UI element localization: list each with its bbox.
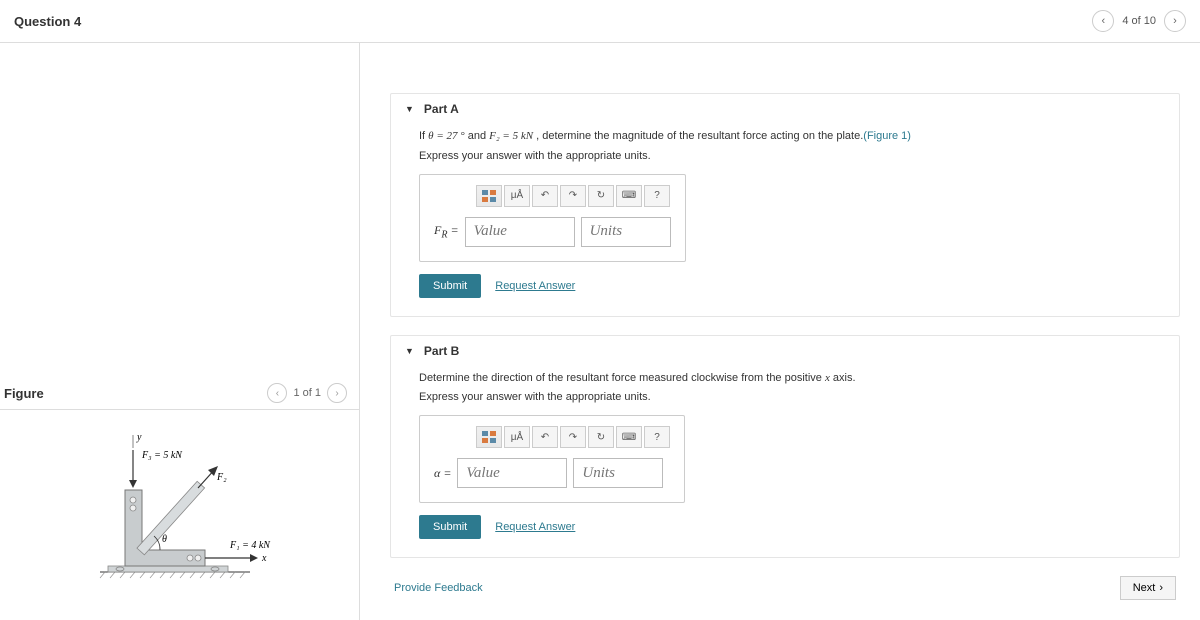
part-a-prompt: If θ = 27 ° and F₂ = 5 kN , determine th…: [419, 128, 1151, 146]
figure-nav: ‹ 1 of 1 ›: [267, 383, 347, 403]
svg-text:F₃ = 5 kN: F₃ = 5 kN: [141, 450, 183, 461]
figure-diagram: F₃ = 5 kN F₂ F₁ = 4 kN θ x y: [0, 430, 359, 593]
part-a-toolbar: μÅ ↶ ↷ ↻ ⌨ ?: [476, 185, 671, 207]
question-nav: ‹ 4 of 10 ›: [1092, 10, 1186, 32]
part-a-input-box: μÅ ↶ ↷ ↻ ⌨ ? FR =: [419, 174, 686, 262]
question-title: Question 4: [14, 14, 81, 29]
figure-title: Figure: [4, 386, 44, 401]
chevron-right-icon: ›: [1159, 582, 1163, 594]
help-button[interactable]: ?: [644, 185, 670, 207]
templates-button[interactable]: [476, 426, 502, 448]
part-b-section: ▼ Part B Determine the direction of the …: [390, 335, 1180, 559]
next-button[interactable]: Next ›: [1120, 576, 1176, 600]
keyboard-button[interactable]: ⌨: [616, 185, 642, 207]
part-b-submit-button[interactable]: Submit: [419, 515, 481, 539]
part-b-units-input[interactable]: [573, 458, 663, 488]
part-a-subprompt: Express your answer with the appropriate…: [419, 150, 1151, 162]
keyboard-button[interactable]: ⌨: [616, 426, 642, 448]
part-a-request-answer-link[interactable]: Request Answer: [495, 280, 575, 292]
content-panel: ▼ Part A If θ = 27 ° and F₂ = 5 kN , det…: [360, 43, 1200, 620]
reset-button[interactable]: ↻: [588, 426, 614, 448]
caret-down-icon: ▼: [405, 104, 414, 114]
caret-down-icon: ▼: [405, 346, 414, 356]
part-b-prompt: Determine the direction of the resultant…: [419, 370, 1151, 388]
redo-button[interactable]: ↷: [560, 426, 586, 448]
part-b-toolbar: μÅ ↶ ↷ ↻ ⌨ ?: [476, 426, 670, 448]
units-button[interactable]: μÅ: [504, 185, 530, 207]
part-b-header[interactable]: ▼ Part B: [391, 336, 1179, 366]
question-page-indicator: 4 of 10: [1122, 15, 1156, 27]
figure-page-indicator: 1 of 1: [293, 387, 321, 399]
part-a-header[interactable]: ▼ Part A: [391, 94, 1179, 124]
part-b-value-input[interactable]: [457, 458, 567, 488]
figure-link[interactable]: (Figure 1): [863, 130, 911, 142]
figure-prev-button[interactable]: ‹: [267, 383, 287, 403]
undo-button[interactable]: ↶: [532, 426, 558, 448]
svg-text:F₂: F₂: [216, 472, 227, 483]
svg-text:θ: θ: [162, 534, 167, 545]
reset-button[interactable]: ↻: [588, 185, 614, 207]
units-button[interactable]: μÅ: [504, 426, 530, 448]
prev-question-button[interactable]: ‹: [1092, 10, 1114, 32]
templates-button[interactable]: [476, 185, 502, 207]
part-b-input-box: μÅ ↶ ↷ ↻ ⌨ ? α =: [419, 415, 685, 503]
figure-next-button[interactable]: ›: [327, 383, 347, 403]
part-a-title: Part A: [424, 102, 459, 116]
part-b-request-answer-link[interactable]: Request Answer: [495, 521, 575, 533]
svg-text:x: x: [261, 553, 267, 564]
redo-button[interactable]: ↷: [560, 185, 586, 207]
question-header: Question 4 ‹ 4 of 10 ›: [0, 0, 1200, 43]
part-a-submit-button[interactable]: Submit: [419, 274, 481, 298]
svg-text:y: y: [136, 432, 142, 443]
provide-feedback-link[interactable]: Provide Feedback: [394, 582, 483, 594]
part-b-title: Part B: [424, 344, 459, 358]
undo-button[interactable]: ↶: [532, 185, 558, 207]
part-b-variable: α =: [434, 466, 451, 481]
part-a-variable: FR =: [434, 223, 459, 240]
next-question-button[interactable]: ›: [1164, 10, 1186, 32]
part-a-value-input[interactable]: [465, 217, 575, 247]
part-a-units-input[interactable]: [581, 217, 671, 247]
help-button[interactable]: ?: [644, 426, 670, 448]
part-b-subprompt: Express your answer with the appropriate…: [419, 391, 1151, 403]
svg-text:F₁ = 4 kN: F₁ = 4 kN: [229, 540, 271, 551]
figure-panel: Figure ‹ 1 of 1 ›: [0, 43, 360, 620]
part-a-section: ▼ Part A If θ = 27 ° and F₂ = 5 kN , det…: [390, 93, 1180, 317]
